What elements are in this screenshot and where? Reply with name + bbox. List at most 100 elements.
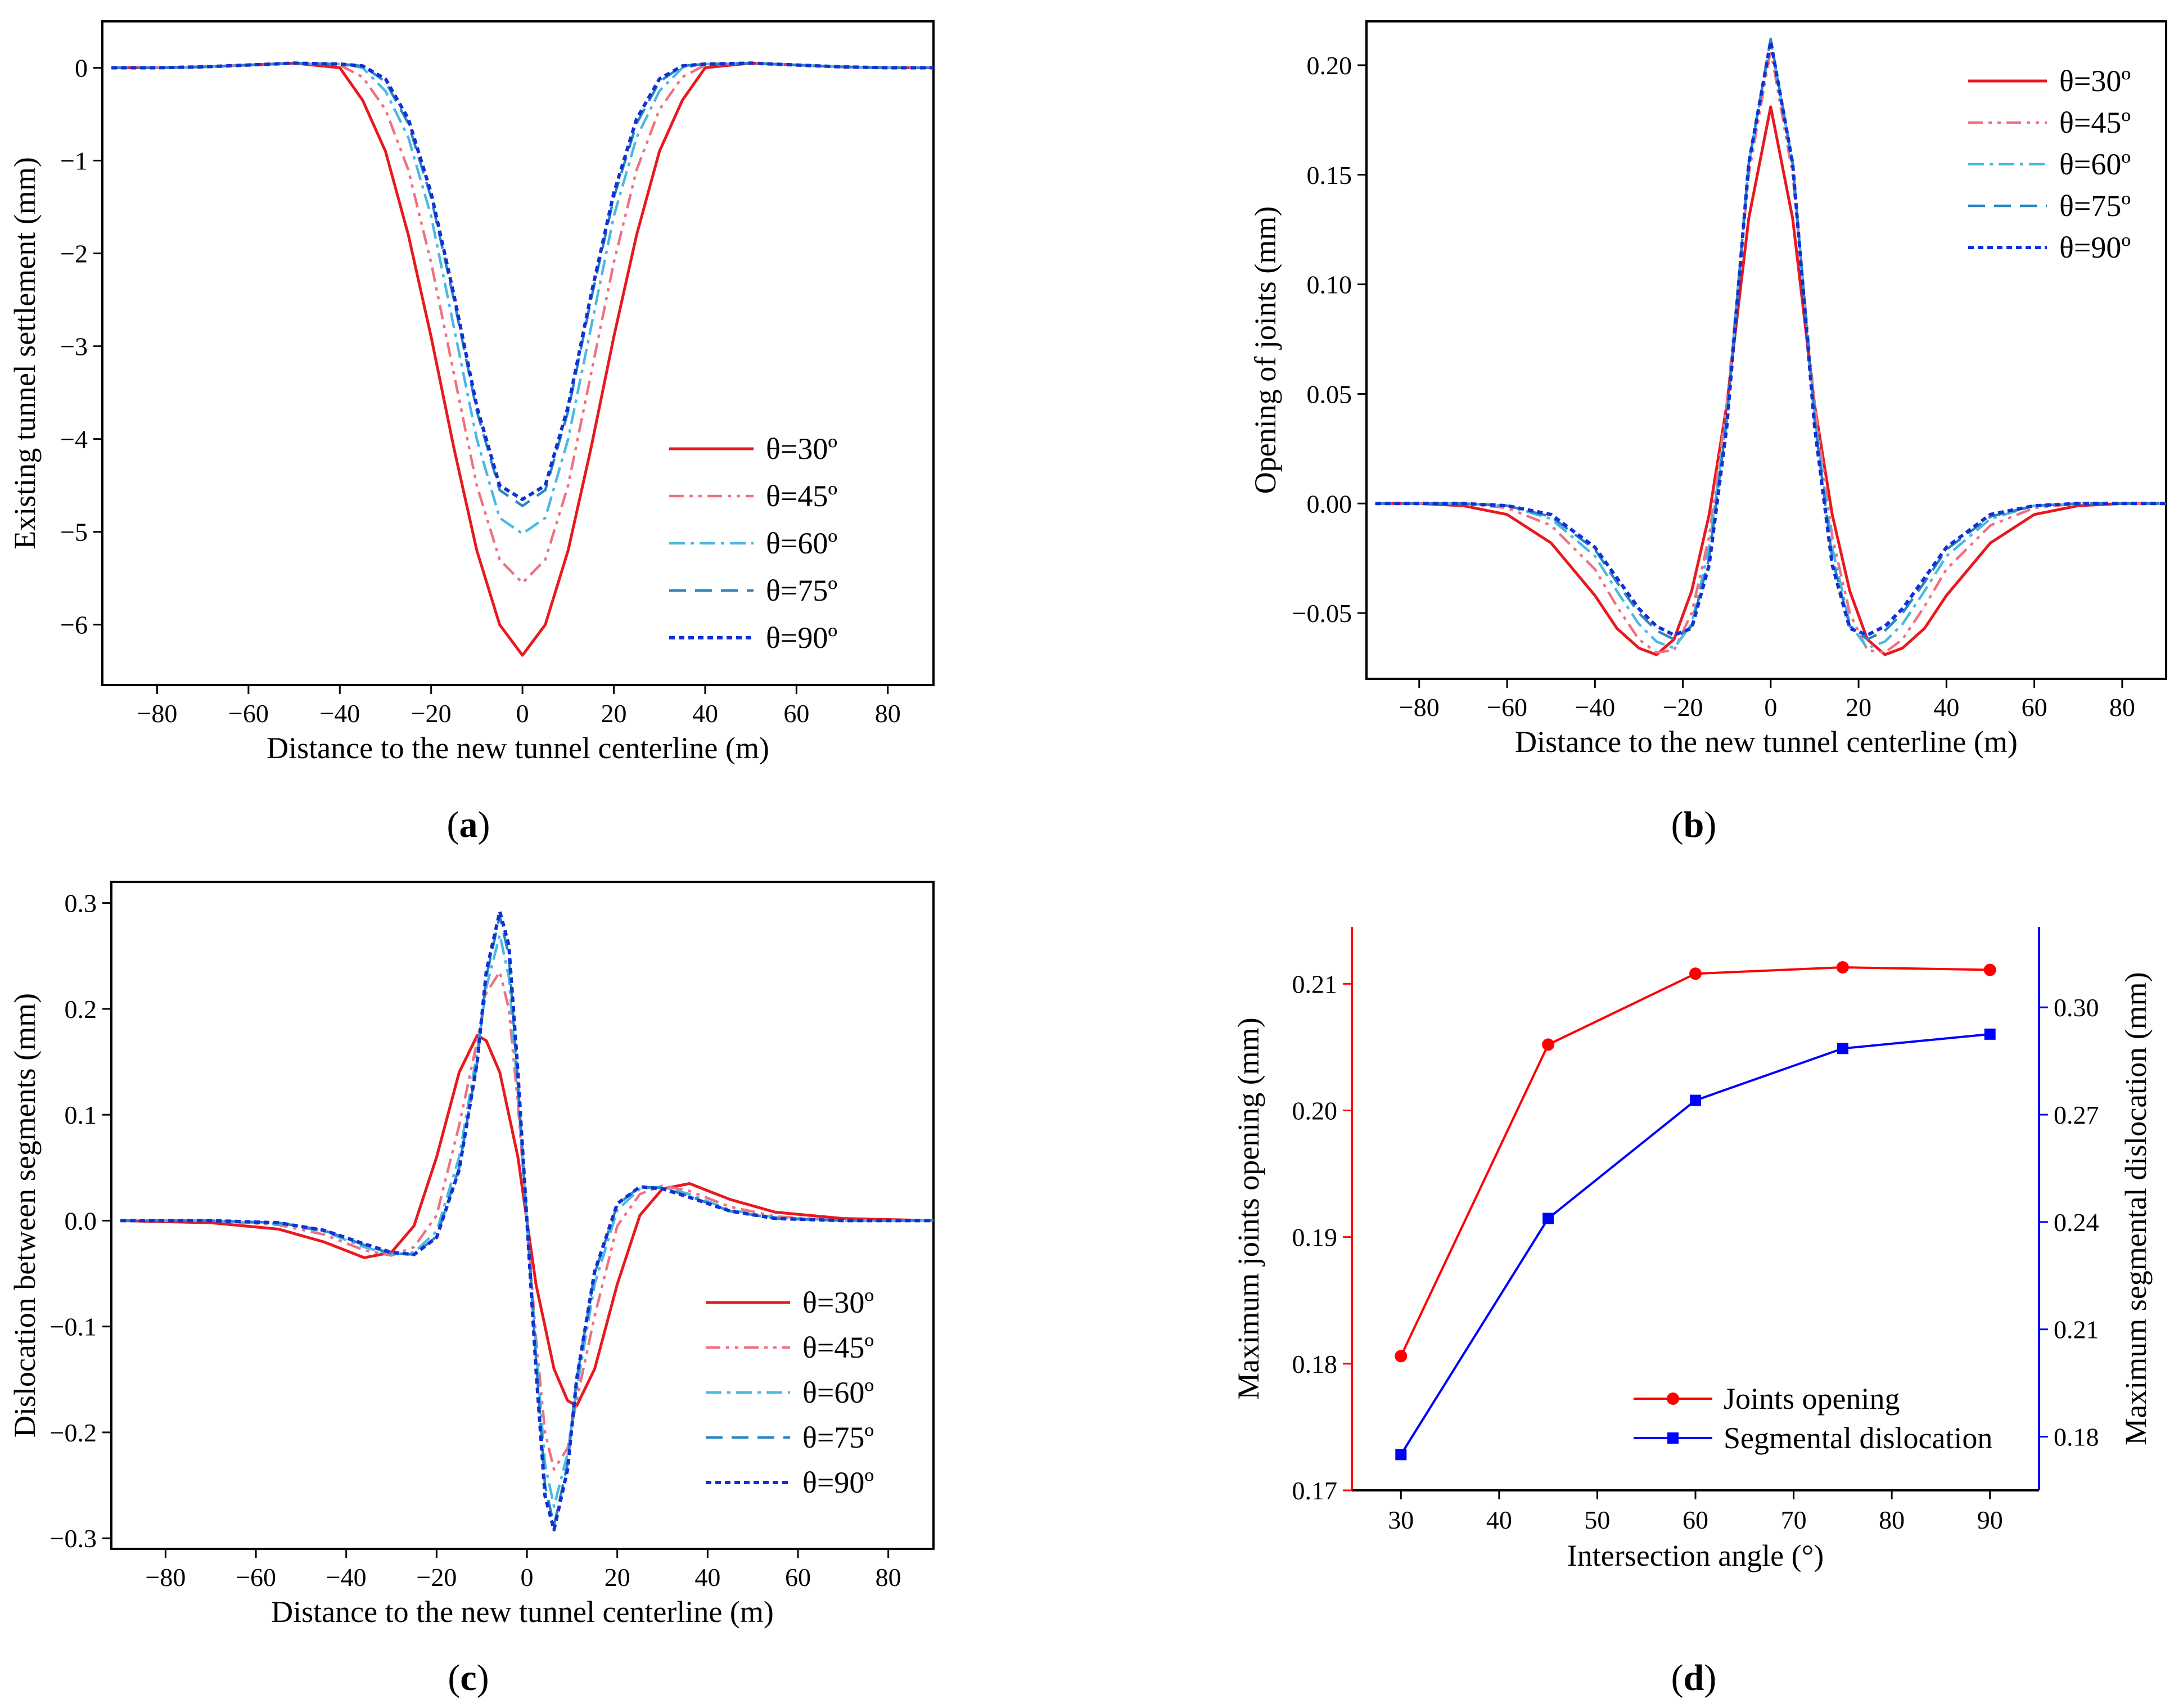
legend-label: θ=30º bbox=[802, 1286, 874, 1319]
y-tick-label: 0.2 bbox=[65, 995, 97, 1024]
series-line-theta-2 bbox=[1375, 48, 2166, 654]
legend-label: θ=45º bbox=[2059, 106, 2131, 139]
x-tick-label: 90 bbox=[1977, 1506, 2003, 1534]
segmental-dislocation-point bbox=[1837, 1043, 1848, 1054]
left-tick-label: 0.17 bbox=[1292, 1476, 1338, 1505]
x-axis-label: Distance to the new tunnel centerline (m… bbox=[267, 731, 769, 765]
panel-a-settlement-chart: −80 −60 −40 −20 0 20 40 60 80 0 −1 −2 −3 −4 −5 −6 Distan… bbox=[8, 20, 935, 845]
segmental-dislocation-point bbox=[1542, 1213, 1554, 1224]
y-tick-label: −4 bbox=[60, 425, 88, 454]
x-tick-label: −80 bbox=[137, 699, 177, 728]
y-tick-label: −6 bbox=[60, 611, 88, 639]
x-tick-label: −20 bbox=[411, 699, 452, 728]
panel-label-letter: a bbox=[459, 804, 478, 845]
left-axis-label: Maximum joints opening (mm) bbox=[1232, 1017, 1265, 1399]
x-tick-label: 40 bbox=[1933, 693, 1959, 722]
y-tick-label: 0.1 bbox=[65, 1101, 97, 1129]
x-tick-label: −20 bbox=[416, 1563, 457, 1592]
legend-label-joints: Joints opening bbox=[1724, 1382, 1900, 1416]
plot-frame bbox=[110, 881, 935, 1550]
x-tick-label: 0 bbox=[516, 699, 529, 728]
x-tick-label: 0 bbox=[1764, 693, 1777, 722]
legend-label: θ=60º bbox=[802, 1376, 874, 1409]
legend-label-dislocation: Segmental dislocation bbox=[1724, 1421, 1992, 1455]
x-tick-label: −60 bbox=[228, 699, 269, 728]
panel-label-open: ( bbox=[1671, 804, 1684, 845]
legend-label: θ=75º bbox=[766, 574, 837, 607]
series-line-theta-1 bbox=[1375, 105, 2166, 656]
segmental-dislocation-point bbox=[1984, 1028, 1996, 1040]
x-axis-label: Intersection angle (°) bbox=[1567, 1539, 1824, 1572]
y-tick-label: −2 bbox=[60, 240, 88, 268]
left-tick-label: 0.20 bbox=[1292, 1096, 1338, 1125]
y-tick-label: −0.05 bbox=[1292, 599, 1352, 628]
x-tick-label: 70 bbox=[1781, 1506, 1807, 1534]
legend-label: θ=30º bbox=[2059, 64, 2131, 98]
x-tick-label: 80 bbox=[875, 699, 901, 728]
joints-opening-point bbox=[1983, 963, 1996, 976]
right-tick-label: 0.27 bbox=[2054, 1101, 2099, 1129]
joints-opening-point bbox=[1542, 1038, 1555, 1051]
y-tick-label: 0.00 bbox=[1307, 489, 1352, 518]
panel-label: (a) bbox=[447, 804, 490, 845]
legend-label: θ=90º bbox=[2059, 231, 2131, 264]
panel-label-close: ) bbox=[477, 1657, 489, 1698]
series-line-theta-5 bbox=[1375, 39, 2166, 637]
plot-frame bbox=[101, 20, 935, 686]
y-tick-label: −0.1 bbox=[50, 1313, 97, 1341]
joints-opening-point bbox=[1689, 967, 1702, 980]
panel-label-letter: b bbox=[1684, 804, 1704, 845]
x-tick-label: 80 bbox=[876, 1563, 901, 1592]
x-tick-label: −40 bbox=[319, 699, 360, 728]
series-line-theta-5 bbox=[120, 909, 933, 1532]
y-tick-label: 0.0 bbox=[65, 1206, 97, 1235]
series-line-theta-5 bbox=[111, 61, 933, 501]
joints-opening-point bbox=[1836, 961, 1849, 974]
x-tick-label: 60 bbox=[785, 1563, 811, 1592]
x-tick-label: −80 bbox=[1399, 693, 1440, 722]
legend-label: θ=45º bbox=[766, 479, 837, 513]
y-tick-label: 0.05 bbox=[1307, 380, 1352, 408]
y-tick-label: 0.10 bbox=[1307, 271, 1352, 299]
series-line-theta-1 bbox=[111, 61, 933, 657]
x-tick-label: 80 bbox=[2109, 693, 2135, 722]
x-tick-label: 30 bbox=[1388, 1506, 1414, 1534]
x-axis-label: Distance to the new tunnel centerline (m… bbox=[1515, 725, 2018, 759]
y-tick-label: −0.3 bbox=[50, 1524, 97, 1553]
legend-label: θ=90º bbox=[766, 621, 837, 655]
series-line-theta-4 bbox=[1375, 37, 2166, 641]
y-tick-label: −5 bbox=[60, 518, 88, 547]
panel-label: (c) bbox=[448, 1657, 489, 1698]
series-line-theta-3 bbox=[111, 62, 933, 535]
panel-label-open: ( bbox=[448, 1657, 460, 1698]
legend-label: θ=75º bbox=[802, 1421, 874, 1454]
left-tick-label: 0.19 bbox=[1292, 1223, 1338, 1252]
right-tick-label: 0.18 bbox=[2054, 1423, 2099, 1452]
x-tick-label: −60 bbox=[236, 1563, 276, 1592]
legend-label: θ=45º bbox=[802, 1331, 874, 1364]
panel-label: (b) bbox=[1671, 804, 1717, 845]
panel-label-open: ( bbox=[447, 804, 459, 845]
x-tick-label: −60 bbox=[1487, 693, 1527, 722]
panel-label-letter: c bbox=[460, 1657, 476, 1698]
panel-label-letter: d bbox=[1684, 1657, 1704, 1698]
x-tick-label: 40 bbox=[692, 699, 718, 728]
y-tick-label: −0.2 bbox=[50, 1418, 97, 1447]
left-tick-label: 0.21 bbox=[1292, 970, 1338, 998]
x-tick-label: 80 bbox=[1879, 1506, 1905, 1534]
series-line-theta-4 bbox=[111, 62, 933, 507]
x-tick-label: 20 bbox=[1846, 693, 1871, 722]
panel-label-close: ) bbox=[478, 804, 490, 845]
legend-label: θ=90º bbox=[802, 1466, 874, 1499]
legend-marker-dislocation bbox=[1667, 1432, 1679, 1444]
panel-label: (d) bbox=[1671, 1657, 1717, 1698]
legend-label: θ=75º bbox=[2059, 189, 2131, 223]
x-axis-label: Distance to the new tunnel centerline (m… bbox=[271, 1595, 774, 1629]
legend-label: θ=30º bbox=[766, 432, 837, 466]
y-tick-label: 0.3 bbox=[65, 889, 97, 918]
panel-label-close: ) bbox=[1704, 1657, 1716, 1698]
y-axis-label: Opening of joints (mm) bbox=[1248, 206, 1282, 494]
plot-frame bbox=[1365, 20, 2167, 680]
y-axis-label: Existing tunnel settlement (mm) bbox=[8, 157, 42, 549]
